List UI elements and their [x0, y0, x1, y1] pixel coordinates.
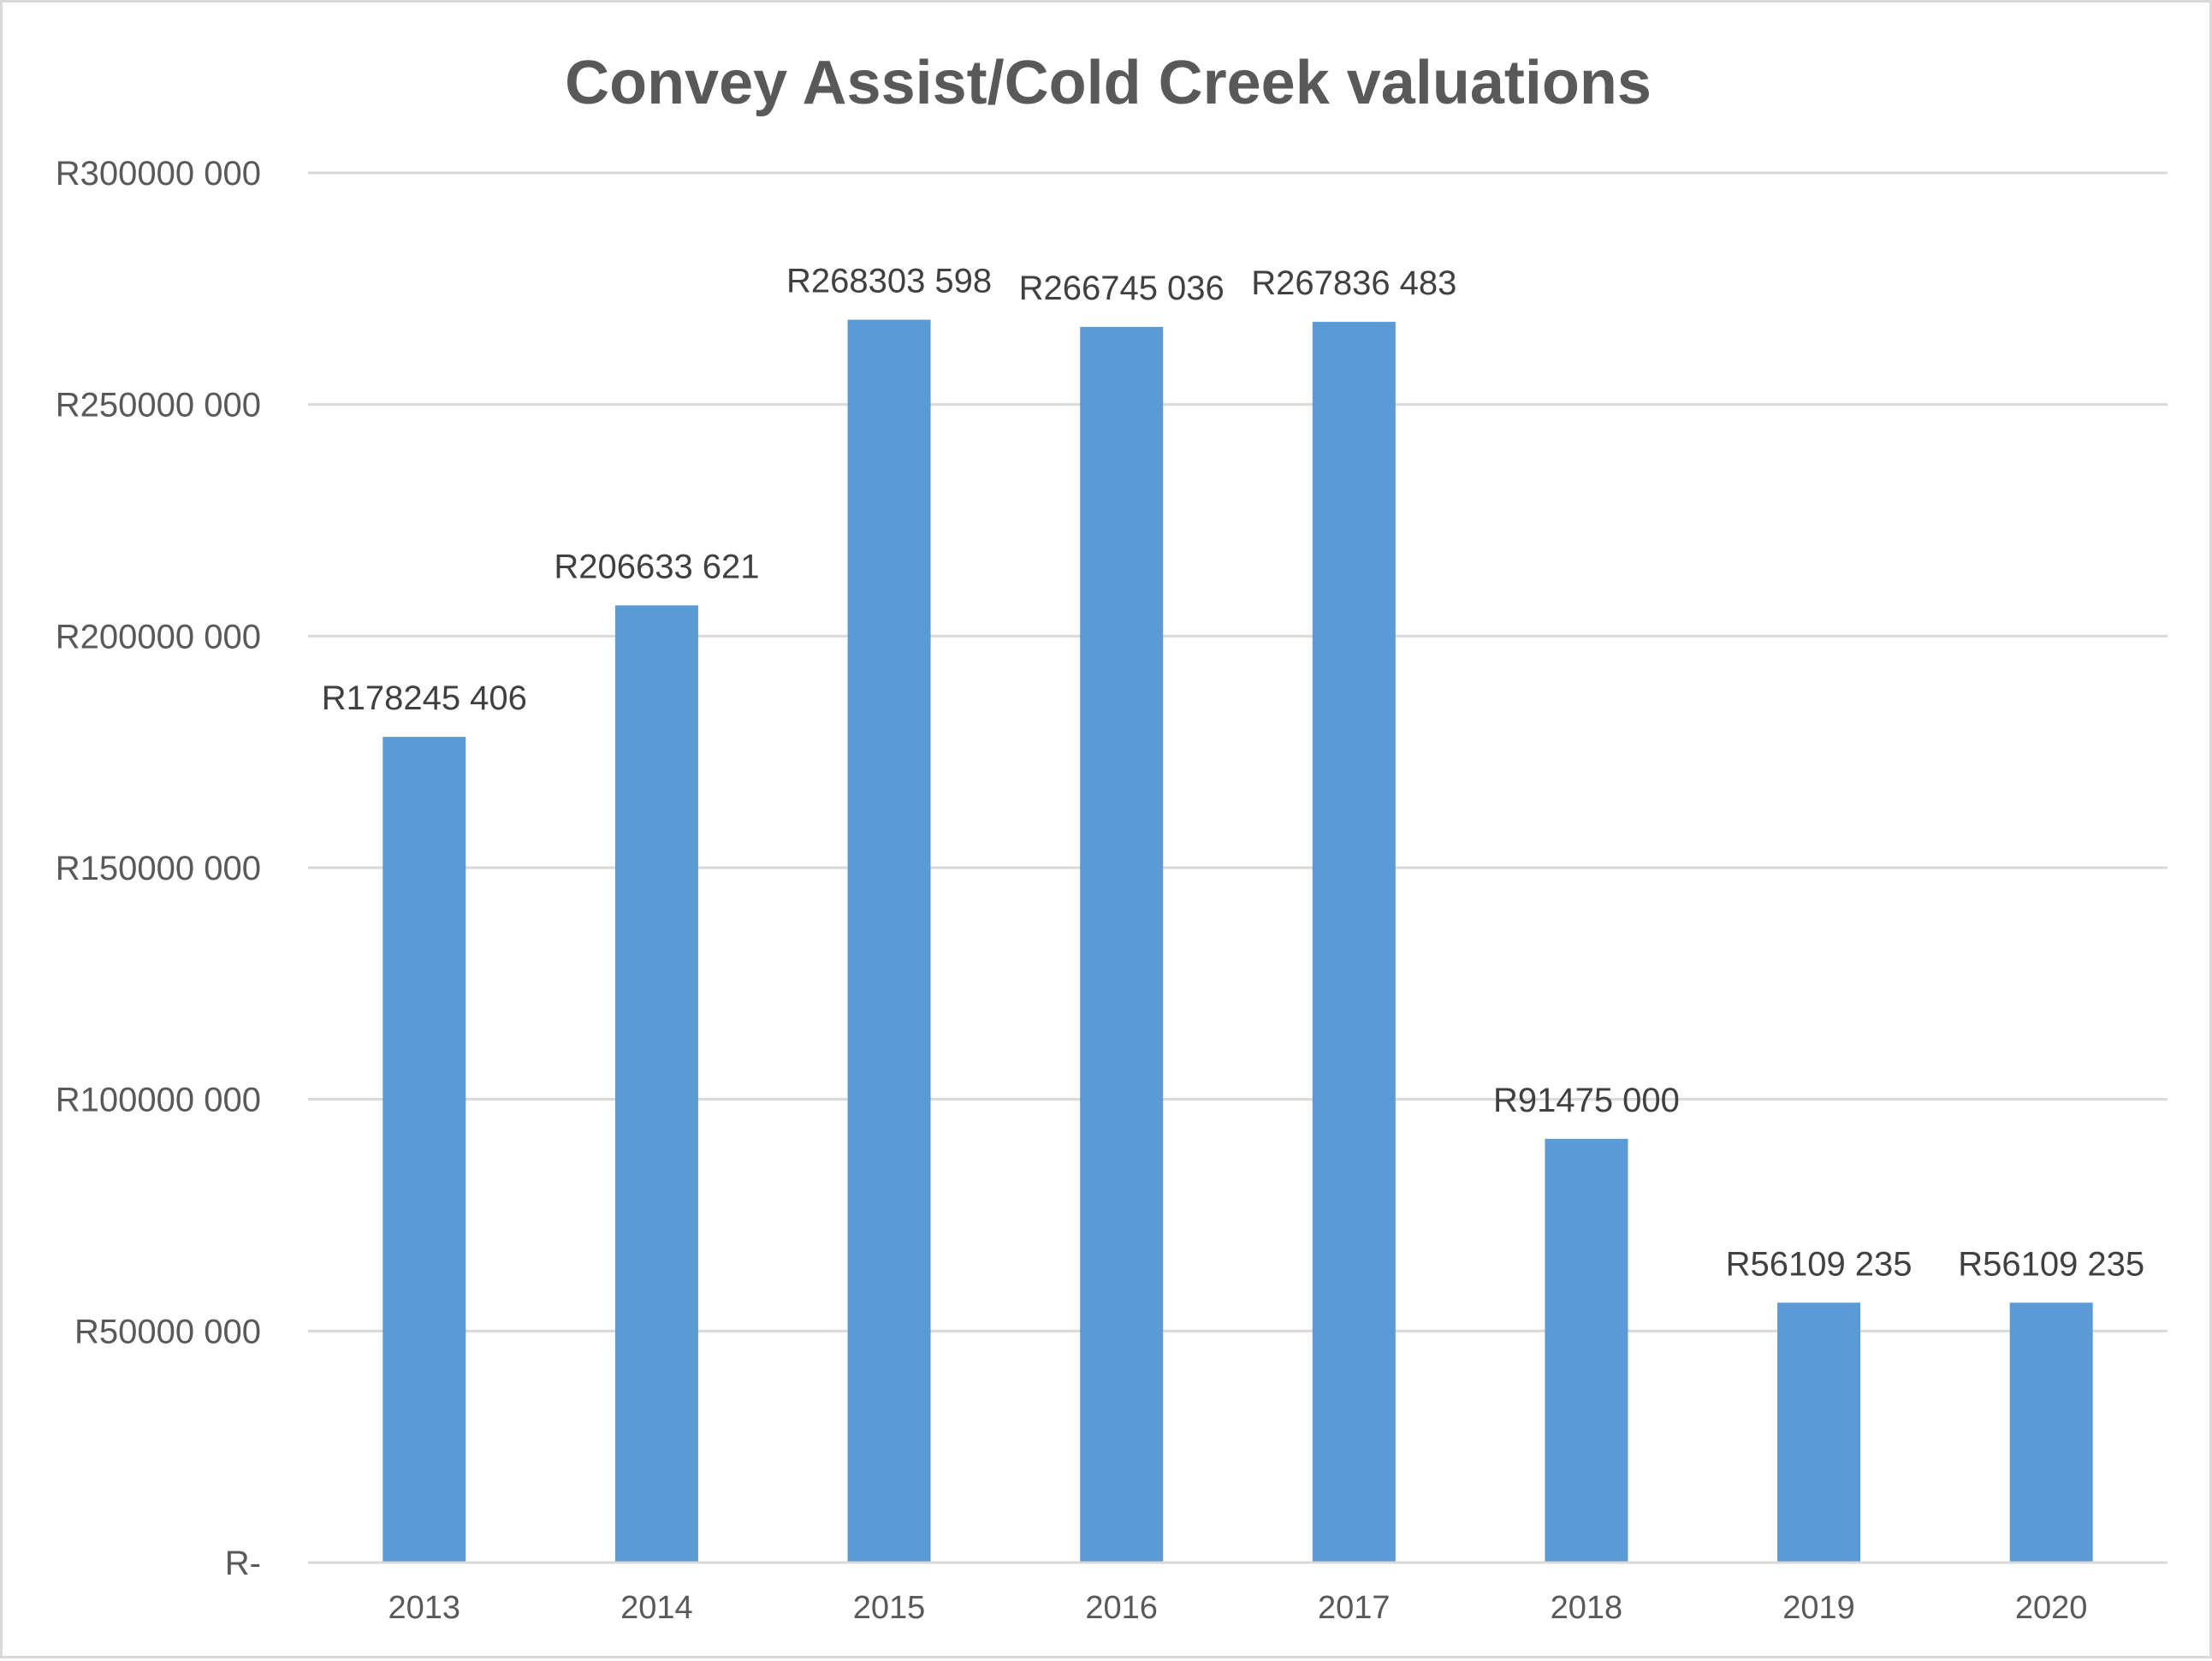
x-tick-label-2018: 2018	[1551, 1590, 1623, 1626]
bar-2020	[2009, 1302, 2093, 1563]
bar-2017	[1312, 322, 1396, 1563]
data-label-2015: R268303 598	[786, 263, 992, 300]
data-labels-layer: R178245 406 R206633 621 R268303 598 R266745…	[322, 263, 2144, 1284]
bar-2014	[614, 605, 698, 1563]
data-label-2014: R206633 621	[554, 548, 759, 585]
chart-canvas: Convey Assist/Cold Creek valuations R- R5…	[56, 49, 2168, 1626]
grid-layer	[308, 171, 2168, 1332]
bar-2015	[847, 319, 931, 1563]
y-tick-label: R50000 000	[74, 1313, 261, 1350]
x-tick-label-2013: 2013	[388, 1590, 461, 1626]
x-tick-label-2020: 2020	[2015, 1590, 2088, 1626]
x-tick-label-2016: 2016	[1085, 1590, 1158, 1626]
data-label-2018: R91475 000	[1493, 1082, 1680, 1119]
bar-2016	[1080, 327, 1164, 1563]
bar-2018	[1545, 1138, 1628, 1563]
x-tick-label-2017: 2017	[1318, 1590, 1391, 1626]
y-axis-tick-labels: R- R50000 000 R100000 000 R150000 000 R20000…	[56, 155, 261, 1582]
x-tick-label-2019: 2019	[1782, 1590, 1855, 1626]
y-tick-label: R150000 000	[56, 850, 261, 887]
bar-2019	[1777, 1302, 1861, 1563]
data-label-2019: R56109 235	[1726, 1245, 1913, 1283]
data-label-2016: R266745 036	[1019, 270, 1225, 307]
y-tick-label: R200000 000	[56, 618, 261, 656]
data-label-2017: R267836 483	[1251, 264, 1456, 302]
bars-layer	[383, 319, 2093, 1563]
y-tick-label: R250000 000	[56, 387, 261, 424]
y-tick-label: R-	[225, 1545, 261, 1582]
y-tick-label: R300000 000	[56, 155, 261, 193]
bar-2013	[383, 737, 466, 1563]
x-axis-tick-labels: 2013 2014 2015 2016 2017 2018 2019 2020	[388, 1590, 2088, 1626]
x-tick-label-2015: 2015	[853, 1590, 926, 1626]
x-tick-label-2014: 2014	[620, 1590, 693, 1626]
data-label-2013: R178245 406	[322, 679, 527, 717]
y-tick-label: R100000 000	[56, 1082, 261, 1119]
chart-title: Convey Assist/Cold Creek valuations	[565, 49, 1652, 117]
data-label-2020: R56109 235	[1958, 1245, 2144, 1283]
